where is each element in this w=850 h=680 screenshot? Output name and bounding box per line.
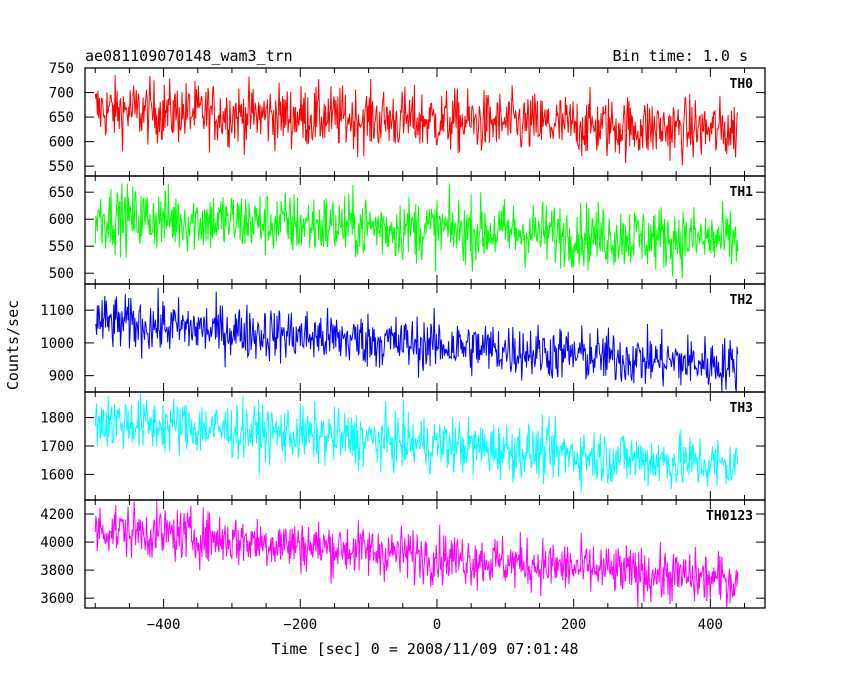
series-line-th3 [94,392,739,493]
panel-frame-th0123 [84,499,766,609]
y-tick-label: 650 [49,110,74,126]
x-tick-label: 0 [433,617,441,633]
y-tick-label: 650 [49,185,74,201]
series-line-th0123 [94,500,739,608]
series-line-th2 [94,287,739,392]
y-tick-label: 1800 [40,411,74,427]
channel-label-th0: TH0 [730,77,754,92]
y-tick-label: 550 [49,159,74,175]
y-tick-label: 1600 [40,467,74,483]
x-tick-label: 400 [698,617,723,633]
y-axis-label: Counts/sec [4,300,22,390]
bin-time-label: Bin time: 1.0 s [613,47,748,65]
y-tick-label: 3600 [40,591,74,607]
y-tick-label: 600 [49,135,74,151]
channel-label-th2: TH2 [730,293,753,308]
y-tick-label: 700 [49,86,74,102]
y-tick-label: 900 [49,369,74,385]
y-tick-label: 4200 [40,507,74,523]
x-tick-label: −400 [147,617,181,633]
y-tick-label: 3800 [40,563,74,579]
y-tick-label: 600 [49,212,74,228]
channel-label-th0123: TH0123 [706,509,753,524]
series-line-th0 [94,74,739,166]
x-tick-label: 200 [561,617,586,633]
chart-title: ae081109070148_wam3_trn [85,47,293,65]
channel-label-th3: TH3 [730,401,753,416]
y-tick-label: 1000 [40,336,74,352]
panels-group: 550 600 650 700 750 TH0 500 550 600 650 TH1 900 1000… [40,61,766,633]
y-tick-label: 1100 [40,303,74,319]
y-tick-label: 500 [49,266,74,282]
y-tick-label: 4000 [40,535,74,551]
channel-label-th1: TH1 [730,185,754,200]
x-axis-label: Time [sec] 0 = 2008/11/09 07:01:48 [271,640,578,658]
y-tick-label: 750 [49,61,74,77]
y-tick-label: 1700 [40,439,74,455]
y-tick-label: 550 [49,239,74,255]
x-tick-label: −200 [283,617,317,633]
series-line-th1 [94,183,739,279]
